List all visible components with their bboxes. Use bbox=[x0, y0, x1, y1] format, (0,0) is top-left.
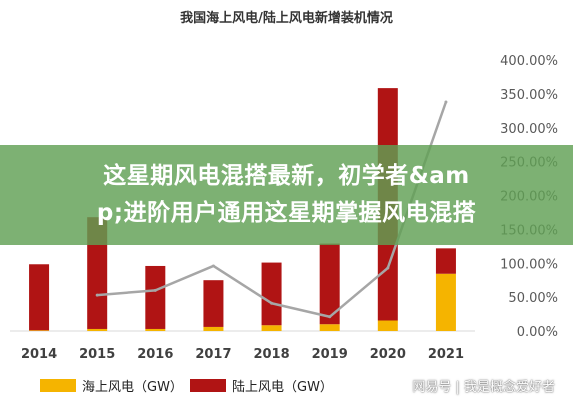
watermark: 网易号 | 我是概念爱好者 bbox=[412, 380, 555, 395]
bar-onshore bbox=[319, 243, 340, 325]
line-point bbox=[153, 288, 157, 292]
banner-line-2: p;进阶用户通用这星期掌握风电混搭 bbox=[96, 200, 477, 226]
x-tick-label: 2015 bbox=[79, 347, 115, 362]
legend-item-offshore: 海上风电（GW） bbox=[40, 376, 183, 395]
x-tick-label: 2021 bbox=[428, 347, 464, 362]
bar-onshore bbox=[203, 280, 224, 327]
bar-offshore bbox=[319, 324, 340, 331]
bar-offshore bbox=[145, 328, 166, 331]
line-point bbox=[444, 100, 448, 104]
banner-line-1: 这星期风电混搭最新，初学者&am bbox=[103, 163, 470, 189]
x-tick-label: 2019 bbox=[312, 347, 348, 362]
bar-onshore bbox=[145, 265, 166, 329]
y2-tick-label: 400.00% bbox=[500, 54, 558, 69]
legend-swatch-onshore bbox=[190, 379, 226, 392]
line-point bbox=[95, 293, 99, 297]
bar-offshore bbox=[435, 273, 456, 331]
x-tick-label: 2014 bbox=[21, 347, 57, 362]
bar-offshore bbox=[377, 320, 398, 331]
bar-offshore bbox=[87, 328, 108, 331]
bar-offshore bbox=[261, 325, 282, 331]
y2-tick-label: 300.00% bbox=[500, 122, 558, 137]
line-point bbox=[386, 266, 390, 270]
bar-onshore bbox=[87, 217, 108, 329]
legend-item-onshore: 陆上风电（GW） bbox=[190, 376, 333, 395]
bar-onshore bbox=[29, 264, 50, 331]
legend-swatch-offshore bbox=[40, 379, 76, 392]
banner-text: 这星期风电混搭最新，初学者&am p;进阶用户通用这星期掌握风电混搭 bbox=[0, 158, 573, 232]
title-banner bbox=[0, 145, 573, 245]
line-point bbox=[328, 315, 332, 319]
bar-offshore bbox=[203, 326, 224, 331]
legend: 海上风电（GW） 陆上风电（GW） bbox=[0, 372, 573, 396]
y2-tick-label: 0.00% bbox=[517, 325, 558, 340]
y2-tick-label: 100.00% bbox=[500, 257, 558, 272]
legend-label-onshore: 陆上风电（GW） bbox=[232, 380, 333, 395]
chart-title: 我国海上风电/陆上风电新增装机情况 bbox=[180, 11, 393, 26]
bar-onshore bbox=[435, 248, 456, 274]
y2-tick-label: 350.00% bbox=[500, 88, 558, 103]
line-point bbox=[270, 301, 274, 305]
legend-label-offshore: 海上风电（GW） bbox=[82, 380, 183, 395]
x-tick-label: 2017 bbox=[195, 347, 231, 362]
bar-offshore bbox=[29, 330, 50, 331]
x-tick-label: 2018 bbox=[253, 347, 289, 362]
y2-tick-label: 50.00% bbox=[508, 291, 558, 306]
x-tick-label: 2020 bbox=[370, 347, 406, 362]
x-tick-label: 2016 bbox=[137, 347, 173, 362]
bar-onshore bbox=[261, 262, 282, 326]
line-point bbox=[211, 264, 215, 268]
